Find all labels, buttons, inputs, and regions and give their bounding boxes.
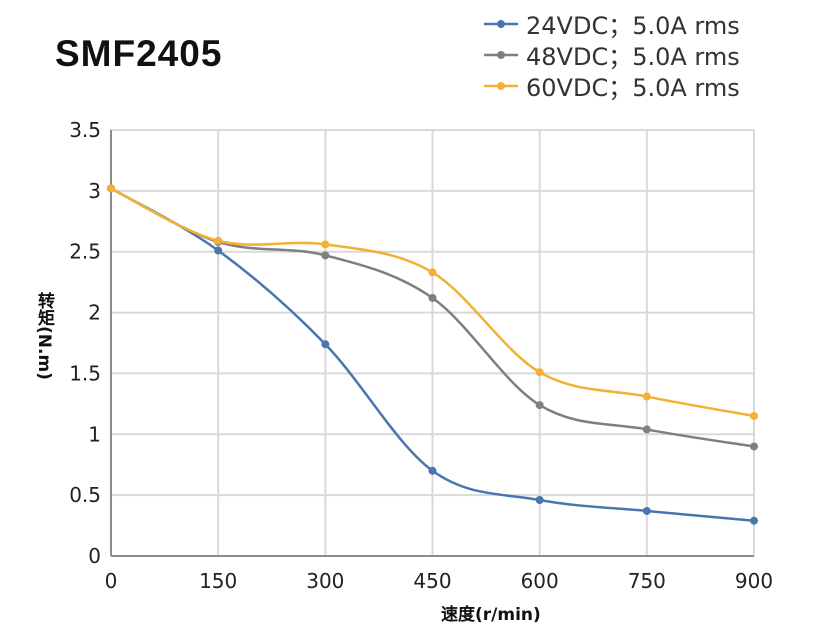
x-tick-label: 900 — [735, 569, 773, 593]
data-point-2 — [642, 392, 651, 401]
y-tick-label: 0.5 — [69, 483, 101, 507]
y-tick-label: 2.5 — [69, 240, 101, 264]
data-point-0 — [750, 516, 758, 525]
y-tick-label: 0 — [88, 544, 101, 568]
data-point-1 — [321, 251, 330, 260]
data-point-2 — [535, 368, 544, 377]
data-point-2 — [107, 184, 115, 193]
data-point-1 — [750, 442, 758, 451]
legend-item: 24VDC；5.0A rms — [484, 8, 740, 40]
x-tick-label: 750 — [628, 569, 666, 593]
y-tick-label: 3.5 — [69, 118, 101, 142]
data-point-0 — [535, 496, 544, 505]
x-tick-label: 0 — [105, 569, 118, 593]
data-point-2 — [750, 412, 758, 421]
x-tick-label: 150 — [199, 569, 237, 593]
legend: 24VDC；5.0A rms 48VDC；5.0A rms 60VDC；5.0A r… — [484, 8, 740, 102]
x-axis-label: 速度(r/min) — [441, 605, 541, 625]
data-point-1 — [642, 425, 651, 434]
x-tick-label: 300 — [306, 569, 344, 593]
data-point-2 — [321, 240, 330, 249]
data-point-0 — [642, 506, 651, 515]
legend-marker-icon — [484, 81, 518, 90]
y-tick-label: 3 — [88, 179, 101, 203]
legend-item: 48VDC；5.0A rms — [484, 39, 740, 71]
data-point-0 — [214, 246, 223, 255]
legend-marker-icon — [484, 50, 518, 59]
legend-label: 60VDC；5.0A rms — [526, 74, 740, 102]
data-point-2 — [428, 268, 437, 277]
y-tick-label: 1.5 — [69, 361, 101, 385]
legend-item: 60VDC；5.0A rms — [484, 70, 740, 102]
data-point-1 — [535, 401, 544, 410]
y-tick-label: 2 — [88, 301, 101, 325]
legend-marker-icon — [484, 19, 518, 28]
data-point-0 — [321, 340, 330, 349]
y-tick-label: 1 — [88, 422, 101, 446]
y-axis-label: 转矩(N.m) — [34, 292, 54, 380]
chart-title: SMF2405 — [55, 33, 223, 74]
data-point-0 — [428, 466, 437, 475]
legend-label: 24VDC；5.0A rms — [526, 12, 740, 40]
x-tick-label: 600 — [521, 569, 559, 593]
data-point-2 — [214, 236, 223, 245]
legend-label: 48VDC；5.0A rms — [526, 43, 740, 71]
data-point-1 — [428, 293, 437, 302]
x-tick-label: 450 — [413, 569, 451, 593]
